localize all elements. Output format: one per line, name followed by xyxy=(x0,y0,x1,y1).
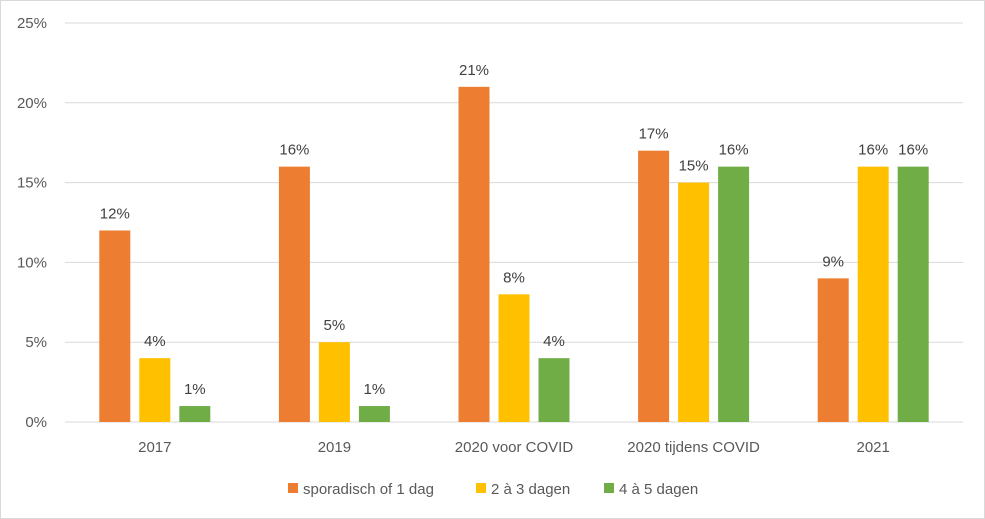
data-label: 16% xyxy=(858,142,888,159)
y-tick-label: 5% xyxy=(25,334,47,351)
data-label: 4% xyxy=(543,333,565,350)
legend-label: 4 à 5 dagen xyxy=(619,481,698,498)
bar xyxy=(358,406,390,422)
bar xyxy=(179,406,211,422)
y-tick-label: 20% xyxy=(17,95,47,112)
x-tick-label: 2020 tijdens COVID xyxy=(627,439,760,456)
y-axis-tick-labels: 0% 5% 10% 15% 20% 25% xyxy=(17,15,47,431)
x-tick-label: 2017 xyxy=(138,439,171,456)
x-tick-label: 2020 voor COVID xyxy=(455,439,574,456)
bar xyxy=(318,342,350,422)
x-tick-label: 2019 xyxy=(318,439,351,456)
bar xyxy=(678,182,710,422)
bar xyxy=(897,166,929,422)
data-label: 12% xyxy=(100,205,130,222)
bar xyxy=(278,166,310,422)
bar xyxy=(638,150,670,422)
data-labels: 12% 4% 1% 16% 5% 1% 21% 8% 4% 17% 15% 16% 9% 16% 16% xyxy=(100,62,928,398)
data-label: 15% xyxy=(679,158,709,175)
y-tick-label: 15% xyxy=(17,175,47,192)
data-label: 1% xyxy=(184,381,206,398)
bar xyxy=(498,294,530,422)
data-label: 21% xyxy=(459,62,489,79)
bar xyxy=(99,230,131,422)
data-label: 16% xyxy=(898,142,928,159)
bar xyxy=(458,86,490,422)
legend-swatch xyxy=(288,483,298,493)
legend-swatch xyxy=(476,483,486,493)
gridlines xyxy=(65,22,963,423)
data-label: 16% xyxy=(279,142,309,159)
x-tick-label: 2021 xyxy=(857,439,890,456)
data-label: 9% xyxy=(822,253,844,270)
y-tick-label: 10% xyxy=(17,254,47,271)
bar xyxy=(857,166,889,422)
legend-swatch xyxy=(604,483,614,493)
y-tick-label: 25% xyxy=(17,15,47,32)
data-label: 4% xyxy=(144,333,166,350)
legend-label: 2 à 3 dagen xyxy=(491,481,570,498)
data-label: 5% xyxy=(324,317,346,334)
x-axis-tick-labels: 2017 2019 2020 voor COVID 2020 tijdens COVI… xyxy=(138,439,890,456)
bar xyxy=(139,358,171,422)
y-tick-label: 0% xyxy=(25,414,47,431)
bar xyxy=(538,358,570,422)
bars xyxy=(99,86,929,422)
data-label: 1% xyxy=(364,381,386,398)
bar xyxy=(718,166,750,422)
legend-label: sporadisch of 1 dag xyxy=(303,481,434,498)
bar xyxy=(817,278,849,422)
legend: sporadisch of 1 dag 2 à 3 dagen 4 à 5 dage… xyxy=(288,481,698,498)
data-label: 8% xyxy=(503,269,525,286)
data-label: 17% xyxy=(639,126,669,143)
data-label: 16% xyxy=(719,142,749,159)
